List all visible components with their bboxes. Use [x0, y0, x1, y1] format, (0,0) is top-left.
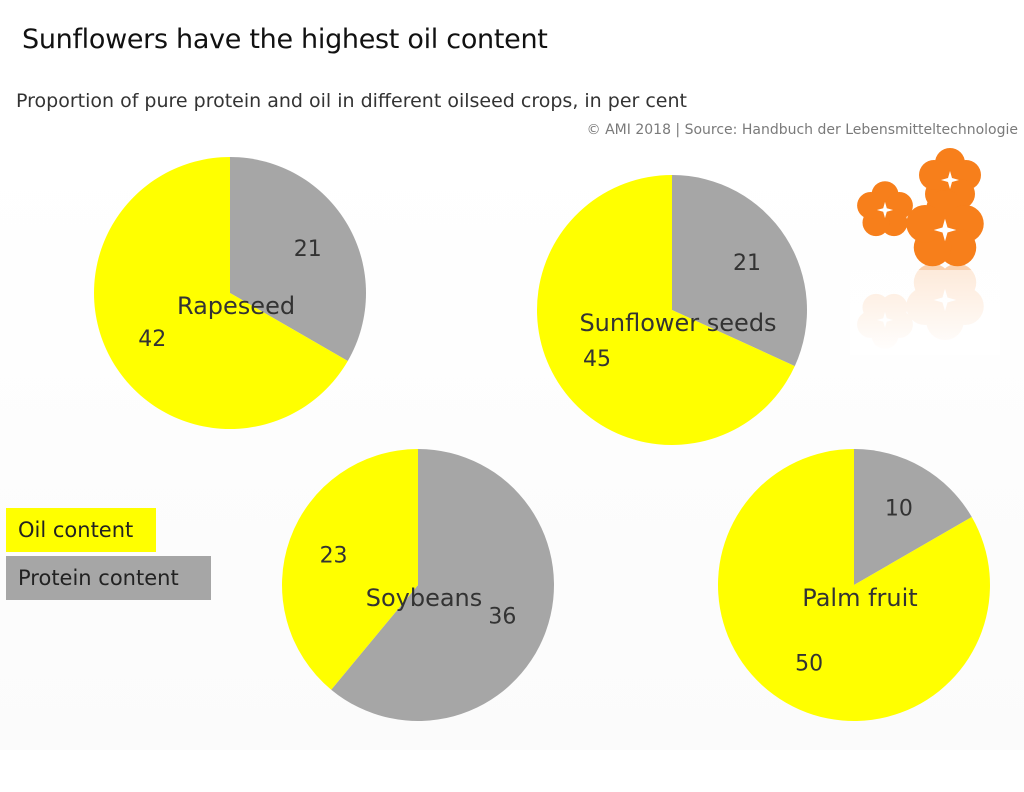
data-label-oil: 45 [583, 347, 611, 372]
data-label-oil: 23 [320, 544, 348, 569]
slice-oil [717, 449, 991, 721]
data-label-oil: 50 [795, 652, 823, 677]
data-label-protein: 10 [885, 496, 913, 521]
pie-title: Soybeans [366, 584, 483, 612]
data-label-protein: 21 [294, 237, 322, 262]
pie-soybeans: 36 23 Soybeans [281, 449, 554, 721]
pie-title: Rapeseed [177, 292, 295, 320]
legend-label-oil: Oil content [18, 518, 134, 542]
pie-sunflower-seeds: 21 45 Sunflower seeds [536, 175, 807, 445]
pie-palm-fruit: 10 50 Palm fruit [717, 449, 991, 721]
slice-oil [94, 157, 348, 429]
legend-label-protein: Protein content [18, 566, 179, 590]
legend-item-protein: Protein content [6, 556, 211, 600]
data-label-protein: 36 [488, 604, 516, 629]
flowers-main [857, 148, 984, 267]
pie-title: Sunflower seeds [579, 309, 776, 337]
pie-title: Palm fruit [802, 584, 917, 612]
legend-item-oil: Oil content [6, 508, 156, 552]
pie-rapeseed: 21 42 Rapeseed [94, 157, 366, 429]
slice-protein [854, 449, 972, 585]
slice-oil [281, 449, 418, 690]
slice-oil [536, 175, 795, 445]
slice-protein [230, 157, 366, 361]
orange-flowers-icon [850, 148, 1000, 355]
chart-title: Sunflowers have the highest oil content [22, 24, 548, 55]
slice-protein [672, 175, 807, 367]
data-label-protein: 21 [733, 251, 761, 276]
chart-subtitle: Proportion of pure protein and oil in di… [16, 90, 687, 112]
data-label-oil: 42 [138, 327, 166, 352]
slice-protein [331, 449, 554, 721]
source-note: © AMI 2018 | Source: Handbuch der Lebens… [586, 122, 1018, 138]
